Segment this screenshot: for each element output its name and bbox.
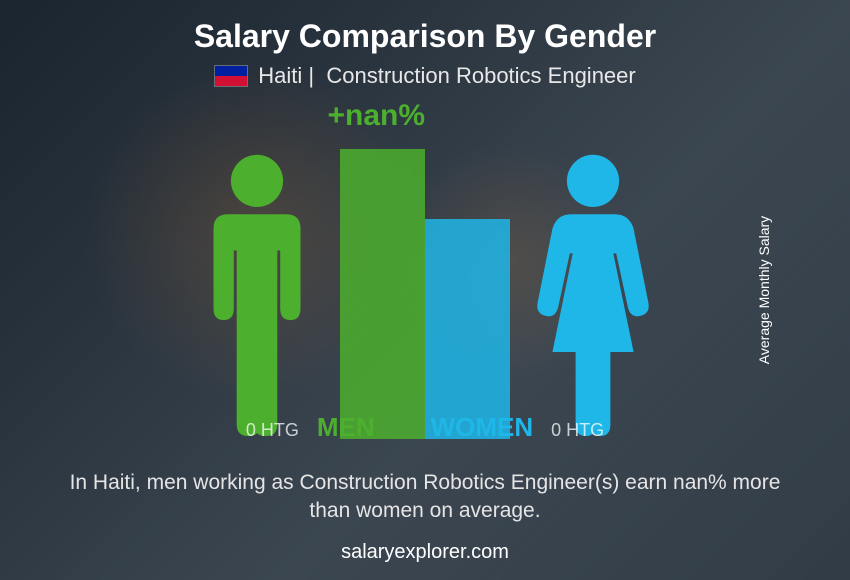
subtitle-row: Haiti | Construction Robotics Engineer <box>214 63 635 89</box>
percent-diff-label: +nan% <box>327 99 425 133</box>
chart-area: +nan% 0 HTG MEN WOMEN <box>125 99 725 439</box>
separator: | <box>308 63 314 88</box>
page-title: Salary Comparison By Gender <box>194 18 656 55</box>
y-axis-label: Average Monthly Salary <box>756 216 772 364</box>
footer-source: salaryexplorer.com <box>0 541 850 564</box>
content-container: Salary Comparison By Gender Haiti | Cons… <box>0 0 850 580</box>
women-icon-column <box>518 149 668 439</box>
women-bar <box>425 219 510 439</box>
flag-top-stripe <box>215 66 247 76</box>
flag-bottom-stripe <box>215 76 247 86</box>
country-label: Haiti <box>258 63 302 88</box>
women-group <box>425 149 668 439</box>
men-icon-column <box>182 149 332 439</box>
men-bar <box>340 149 425 439</box>
man-icon <box>182 149 332 439</box>
job-label: Construction Robotics Engineer <box>326 63 635 88</box>
subtitle-text: Haiti | Construction Robotics Engineer <box>258 63 635 89</box>
haiti-flag-icon <box>214 65 248 87</box>
description-text: In Haiti, men working as Construction Ro… <box>55 469 795 526</box>
men-group <box>182 149 425 439</box>
woman-icon <box>518 149 668 439</box>
